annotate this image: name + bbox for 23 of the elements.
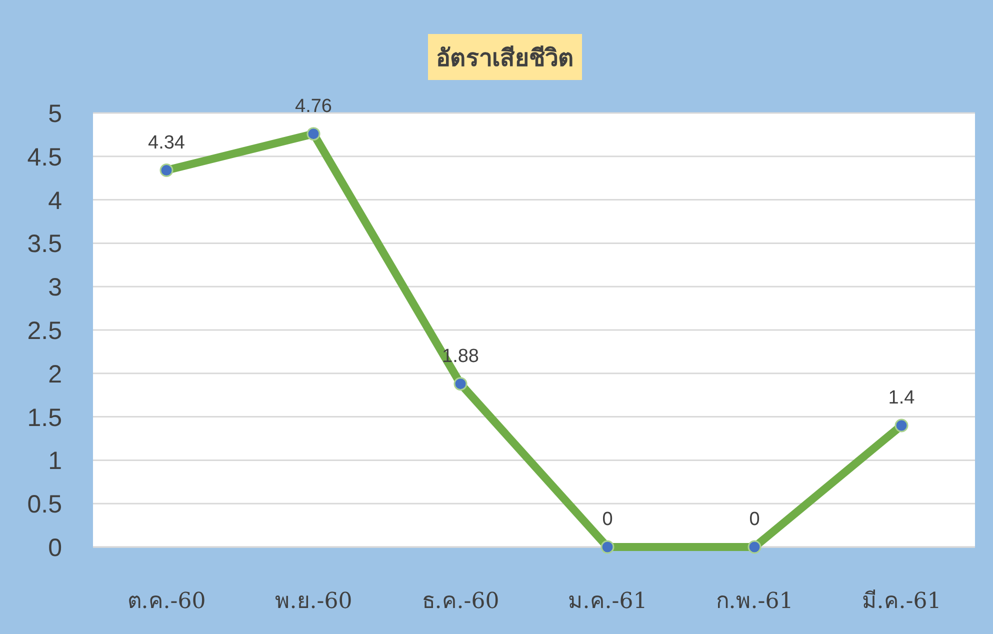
x-tick-label: พ.ย.-60 [274, 589, 352, 614]
data-label: 1.4 [888, 387, 916, 408]
x-tick-label: มี.ค.-61 [862, 589, 942, 614]
y-tick-label: 3.5 [27, 230, 62, 258]
y-tick-label: 0.5 [27, 490, 62, 519]
y-tick-label: 1.5 [27, 404, 62, 432]
chart-title: อัตราเสียชีวิต [436, 43, 574, 72]
y-tick-label: 4 [48, 186, 62, 215]
x-tick-label: ก.พ.-61 [716, 589, 794, 614]
y-tick-label: 3 [48, 274, 62, 302]
y-tick-label: 0 [48, 534, 62, 562]
x-tick-label: ธ.ค.-60 [422, 589, 500, 614]
y-tick-label: 5 [48, 100, 62, 128]
data-label: 0 [602, 509, 613, 530]
y-tick-label: 1 [48, 447, 62, 476]
y-tick-label: 2 [48, 360, 62, 388]
y-tick-label: 2.5 [27, 317, 62, 345]
data-label: 4.76 [295, 96, 332, 117]
data-label: 0 [749, 509, 760, 530]
data-label: 4.34 [148, 132, 186, 154]
x-tick-label: ต.ค.-60 [127, 589, 206, 614]
x-tick-label: ม.ค.-61 [568, 589, 648, 614]
y-tick-label: 4.5 [27, 143, 62, 172]
